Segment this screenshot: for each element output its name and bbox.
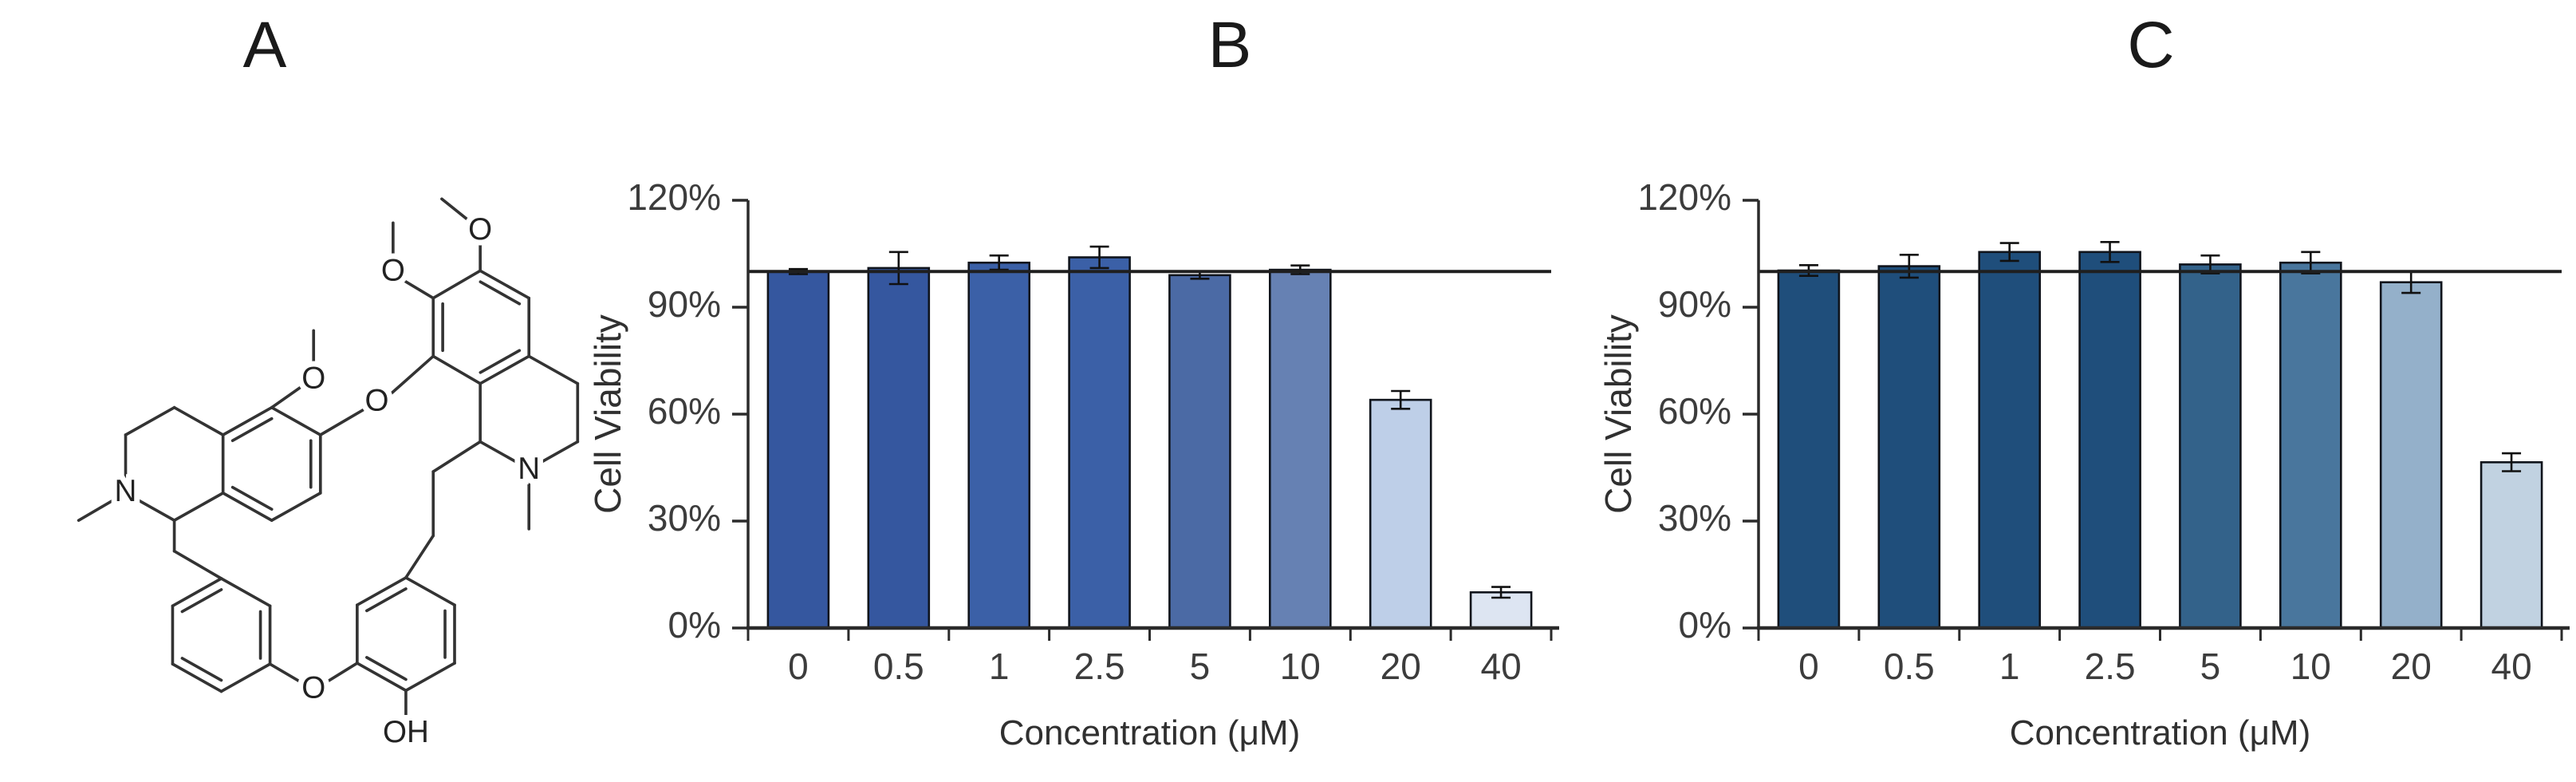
x-category-label: 5	[1190, 646, 1211, 687]
bar-0	[1777, 269, 1841, 630]
error-bar	[2502, 452, 2522, 472]
error-bar	[1391, 389, 1411, 410]
x-category-label: 10	[2290, 646, 2331, 687]
x-category-label: 1	[989, 646, 1010, 687]
y-tick-label: 30%	[1658, 497, 1731, 539]
atom-label-n: N	[518, 452, 540, 486]
y-tick-label: 0%	[1679, 604, 1731, 646]
bar-chart-panel-b: 0% 30% 60% 90% 120% 0 0.5 1 2.5 5 10 20 40 Concentrat…	[587, 176, 1559, 752]
y-tick-label: 60%	[648, 390, 721, 432]
x-axis-title: Concentration (μM)	[2010, 713, 2310, 752]
atom-label-o: O	[301, 670, 325, 705]
atom-label-n: N	[115, 474, 137, 508]
x-category-label: 20	[1381, 646, 1421, 687]
panel-c-label: C	[2127, 9, 2175, 81]
error-bar	[2301, 251, 2321, 274]
y-tick-label: 90%	[1658, 283, 1731, 325]
bar-5	[2179, 263, 2242, 630]
x-category-label: 5	[2200, 646, 2221, 687]
panel-b-label: B	[1207, 9, 1252, 81]
bar-2.5	[2078, 251, 2141, 630]
bar-0.5	[867, 267, 931, 630]
bar-5	[1168, 274, 1231, 630]
y-axis-title: Cell Viability	[1597, 314, 1639, 514]
bar-0	[766, 271, 830, 630]
atom-label-o: O	[468, 212, 492, 247]
bar-20	[1369, 398, 1432, 630]
bar-10	[1268, 268, 1332, 630]
atom-label-o: O	[365, 383, 389, 417]
x-category-label: 40	[1481, 646, 1522, 687]
bar-chart-panel-c: 0% 30% 60% 90% 120% 0 0.5 1 2.5 5 10 20 40 Concentrat…	[1597, 176, 2570, 752]
bar-1	[967, 261, 1031, 630]
x-category-label: 1	[1999, 646, 2020, 687]
y-tick-label: 120%	[1637, 176, 1731, 218]
bar-20	[2379, 281, 2443, 630]
x-category-label: 0	[1798, 646, 1819, 687]
atom-label-o: O	[381, 254, 405, 288]
x-category-label: 0	[788, 646, 809, 687]
bar-2.5	[1068, 256, 1131, 630]
y-tick-label: 0%	[668, 604, 721, 646]
y-tick-label: 120%	[627, 176, 721, 218]
y-tick-label: 30%	[648, 497, 721, 539]
x-category-label: 2.5	[1074, 646, 1125, 687]
bar-40	[2479, 460, 2543, 630]
error-bar	[1899, 254, 1919, 279]
x-category-label: 20	[2391, 646, 2432, 687]
x-axis-title: Concentration (μM)	[999, 713, 1300, 752]
error-bar	[1089, 245, 1109, 270]
panel-a-label: A	[242, 9, 287, 81]
x-category-label: 0.5	[1884, 646, 1935, 687]
x-category-label: 40	[2491, 646, 2532, 687]
x-category-label: 10	[1280, 646, 1321, 687]
x-category-label: 0.5	[873, 646, 924, 687]
chemical-structure-drawing: N N O O O O O OH	[77, 197, 580, 755]
bar-1	[1978, 251, 2042, 630]
error-bar	[1491, 586, 1511, 599]
atom-label-oh: OH	[383, 715, 429, 749]
x-category-label: 2.5	[2085, 646, 2136, 687]
error-bar	[888, 251, 908, 286]
atom-label-o: O	[301, 361, 325, 396]
y-axis-title: Cell Viability	[587, 314, 628, 514]
error-bar	[1999, 242, 2019, 263]
y-tick-label: 60%	[1658, 390, 1731, 432]
error-bar	[989, 254, 1009, 271]
bar-10	[2279, 261, 2342, 630]
error-bar	[2100, 241, 2120, 263]
bar-0.5	[1877, 265, 1941, 630]
y-tick-label: 90%	[648, 283, 721, 325]
